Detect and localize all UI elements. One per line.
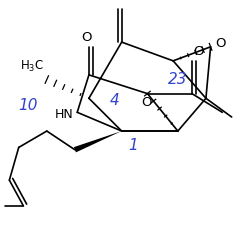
Polygon shape [74, 131, 122, 152]
Text: 10: 10 [18, 98, 38, 113]
Text: O: O [215, 37, 226, 50]
Text: H$_3$C: H$_3$C [20, 58, 44, 74]
Text: O: O [141, 96, 151, 110]
Text: O: O [81, 31, 92, 44]
Text: HN: HN [55, 108, 74, 121]
Text: 4: 4 [110, 93, 120, 108]
Text: O: O [194, 45, 204, 58]
Text: 1: 1 [128, 138, 138, 153]
Text: 23: 23 [168, 72, 188, 87]
